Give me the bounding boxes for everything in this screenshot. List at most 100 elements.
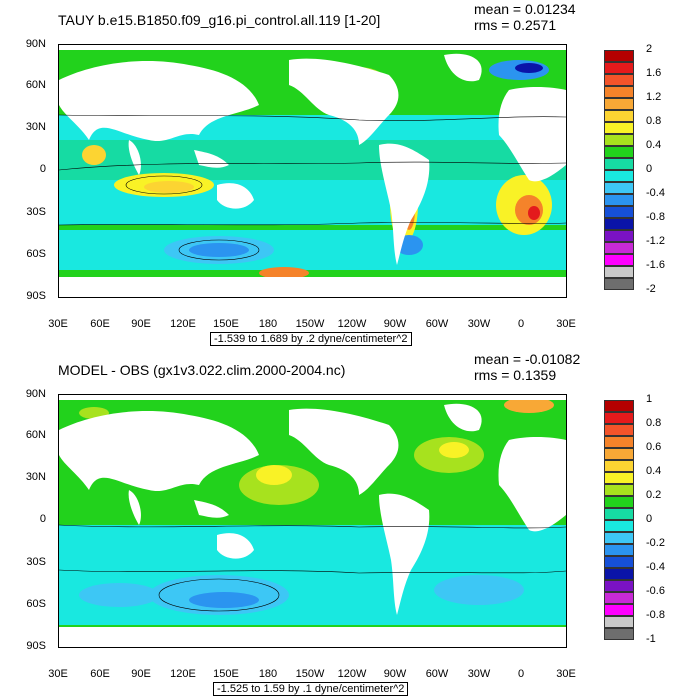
colorbar — [604, 400, 634, 640]
x-tick-label: 60E — [90, 318, 110, 330]
colorbar-swatch — [604, 460, 634, 472]
y-tick-label: 30S — [26, 556, 46, 568]
colorbar-swatch — [604, 122, 634, 134]
x-tick-label: 150E — [213, 318, 239, 330]
colorbar-label: 0 — [646, 163, 653, 175]
x-tick-label: 150W — [295, 318, 325, 330]
x-tick-label: 90W — [383, 318, 407, 330]
map-frame — [58, 44, 567, 298]
colorbar-swatch — [604, 544, 634, 556]
colorbar-swatch — [604, 568, 634, 580]
y-tick-label: 30N — [25, 121, 46, 133]
y-tick-label: 60S — [26, 248, 46, 260]
colorbar-label: 1 — [646, 393, 653, 405]
colorbar-label: -0.4 — [646, 187, 665, 199]
y-tick-label: 90S — [26, 290, 46, 302]
colorbar-swatch — [604, 412, 634, 424]
colorbar-swatch — [604, 74, 634, 86]
colorbar-swatch — [604, 604, 634, 616]
x-tick-label: 30E — [556, 668, 576, 680]
colorbar-label: -0.6 — [646, 585, 665, 597]
colorbar-swatch — [604, 436, 634, 448]
colorbar-swatch — [604, 230, 634, 242]
x-tick-label: 90E — [131, 318, 151, 330]
colorbar-label: -0.2 — [646, 537, 665, 549]
y-tick-label: 60N — [25, 429, 46, 441]
colorbar-label: 0.8 — [646, 417, 662, 429]
colorbar-swatch — [604, 206, 634, 218]
colorbar-swatch — [604, 218, 634, 230]
x-tick-label: 30E — [48, 668, 68, 680]
x-tick-label: 90E — [131, 668, 151, 680]
colorbar-swatch — [604, 508, 634, 520]
x-tick-label: 60E — [90, 668, 110, 680]
colorbar-swatch — [604, 254, 634, 266]
x-tick-label: 30W — [467, 668, 491, 680]
colorbar-swatch — [604, 556, 634, 568]
x-tick-label: 30W — [467, 318, 491, 330]
y-tick-label: 60N — [25, 79, 46, 91]
colorbar-label: 0.4 — [646, 139, 662, 151]
y-tick-label: 30N — [25, 471, 46, 483]
x-tick-label: 120E — [170, 668, 196, 680]
contour-map — [59, 45, 566, 297]
y-tick-label: 90N — [25, 38, 46, 50]
colorbar-swatch — [604, 194, 634, 206]
range-label: -1.525 to 1.59 by .1 dyne/centimeter^2 — [213, 682, 409, 696]
x-tick-label: 0 — [517, 668, 525, 680]
colorbar-swatch — [604, 424, 634, 436]
x-tick-label: 180 — [258, 668, 278, 680]
colorbar-swatch — [604, 592, 634, 604]
colorbar-swatch — [604, 98, 634, 110]
rms-stat: rms = 0.1359 — [474, 367, 557, 383]
colorbar-label: 1.6 — [646, 67, 662, 79]
colorbar-label: -1.2 — [646, 235, 665, 247]
colorbar-swatch — [604, 110, 634, 122]
colorbar-swatch — [604, 628, 634, 640]
colorbar-label: -0.8 — [646, 211, 665, 223]
colorbar-label: -1.6 — [646, 259, 665, 271]
colorbar-label: 0.2 — [646, 489, 662, 501]
x-tick-label: 30E — [556, 318, 576, 330]
colorbar-label: 1.2 — [646, 91, 662, 103]
colorbar-swatch — [604, 50, 634, 62]
colorbar-swatch — [604, 134, 634, 146]
x-tick-label: 120E — [170, 318, 196, 330]
colorbar-swatch — [604, 520, 634, 532]
y-tick-label: 90N — [25, 388, 46, 400]
colorbar-swatch — [604, 448, 634, 460]
y-tick-label: 0 — [39, 513, 46, 525]
y-tick-label: 90S — [26, 640, 46, 652]
range-label: -1.539 to 1.689 by .2 dyne/centimeter^2 — [210, 332, 412, 346]
x-tick-label: 30E — [48, 318, 68, 330]
colorbar-swatch — [604, 242, 634, 254]
plot-tauy: TAUY b.e15.B1850.f09_g16.pi_control.all.… — [25, 1, 665, 346]
x-tick-label: 150W — [295, 668, 325, 680]
y-tick-label: 0 — [39, 163, 46, 175]
colorbar-swatch — [604, 146, 634, 158]
x-tick-label: 180 — [258, 318, 278, 330]
colorbar-swatch — [604, 496, 634, 508]
colorbar-swatch — [604, 484, 634, 496]
colorbar-label: 0.8 — [646, 115, 662, 127]
colorbar-swatch — [604, 472, 634, 484]
colorbar-label: 0 — [646, 513, 653, 525]
mean-stat: mean = 0.01234 — [474, 1, 576, 17]
colorbar-swatch — [604, 62, 634, 74]
x-tick-label: 0 — [517, 318, 525, 330]
colorbar-label: 0.6 — [646, 441, 662, 453]
colorbar-label: -1 — [646, 633, 656, 645]
colorbar-label: -2 — [646, 283, 656, 295]
x-tick-label: 120W — [337, 668, 367, 680]
colorbar-label: -0.4 — [646, 561, 665, 573]
colorbar-swatch — [604, 400, 634, 412]
contour-map — [59, 395, 566, 647]
x-tick-label: 60W — [425, 318, 449, 330]
colorbar-swatch — [604, 278, 634, 290]
colorbar-swatch — [604, 532, 634, 544]
colorbar-swatch — [604, 86, 634, 98]
colorbar — [604, 50, 634, 290]
plot-title: TAUY b.e15.B1850.f09_g16.pi_control.all.… — [58, 12, 381, 28]
plot-title: MODEL - OBS (gx1v3.022.clim.2000-2004.nc… — [58, 362, 346, 378]
colorbar-swatch — [604, 616, 634, 628]
